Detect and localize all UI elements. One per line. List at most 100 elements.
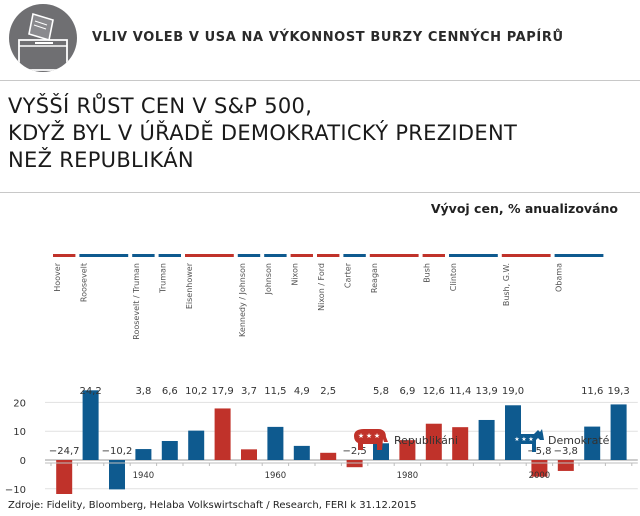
x-tick-label: 2000 [529,471,551,481]
party-band [132,254,155,257]
star-icon: ★ [366,432,372,440]
legend: ★ ★ ★ Republikáni ★ ★ ★ Demokraté [354,429,610,452]
value-label: 11,4 [449,386,471,397]
bar-clinton [478,419,495,460]
x-axis: 1940 1960 1980 2000 [45,462,638,481]
bar-roosevelt-truman [135,449,152,460]
value-label: 19,0 [502,386,524,397]
value-label: 10,2 [185,386,207,397]
bars [56,390,627,494]
president-label: Nixon / Ford [317,263,326,311]
y-tick-label: 20 [13,398,26,409]
star-icon: ★ [514,436,519,443]
president-labels: Hoover Roosevelt Roosevelt / Truman Truman E… [53,262,564,339]
x-tick-label: 1980 [397,471,419,481]
page-title: VYŠŠÍ RŮST CEN V S&P 500, KDYŽ BYL V ÚŘA… [8,93,628,174]
star-icon: ★ [358,432,364,440]
value-label: 24,2 [79,386,101,397]
value-label: −2,5 [342,446,366,457]
bar-johnson [293,445,310,460]
elephant-shape [354,429,388,450]
party-band [290,254,313,257]
y-tick-label: −10 [5,485,26,494]
value-label: 3,8 [135,386,151,397]
title-line-2: KDYŽ BYL V ÚŘADĚ DEMOKRATICKÝ PREZIDENT [8,121,518,145]
legend-label: Republikáni [394,434,458,447]
value-label: 12,6 [423,386,445,397]
value-label: 3,7 [241,386,257,397]
star-icon: ★ [374,432,380,440]
elephant-icon: ★ ★ ★ [354,429,388,450]
bar-clinton [505,405,521,460]
value-label: 17,9 [211,386,233,397]
value-labels: −24,7 24,2 −10,2 3,8 6,6 10,2 17,9 3,7 11,5 4,9 2,… [49,386,630,457]
value-label: 4,9 [294,386,310,397]
party-band [264,254,287,257]
y-tick-label: 10 [13,427,26,438]
bar-bush-g-w- [531,460,548,477]
party-band [501,254,551,257]
value-label: −3,8 [554,446,578,457]
header-title: VLIV VOLEB V USA NA VÝKONNOST BURZY CENN… [92,30,564,45]
bar-bush-g-w- [557,460,574,471]
value-label: −24,7 [49,446,80,457]
bar-eisenhower [241,449,257,460]
party-band [317,254,340,257]
party-band [554,254,604,257]
bar-kennedy-johnson [267,426,284,460]
bar-reagan [399,440,416,460]
party-band [369,254,419,257]
president-label: Truman [159,263,168,294]
party-band [53,254,76,257]
bar-reagan [425,423,442,460]
bar-bush [452,427,469,460]
title-line-3: NEŽ REPUBLIKÁN [8,148,194,172]
president-label: Hoover [53,262,62,291]
bar-roosevelt [82,390,99,460]
party-band [343,254,366,257]
ballot-box-icon [9,4,77,72]
president-label: Carter [343,262,352,288]
bar-obama [584,426,601,460]
value-label: 13,9 [475,386,497,397]
bar-eisenhower [214,408,231,460]
y-tick-label: 0 [20,456,26,467]
chart-subtitle: Vývoj cen, % anualizováno [430,201,618,216]
title-divider [0,192,640,193]
president-label: Clinton [449,263,458,291]
party-band [185,254,234,257]
party-band [237,254,261,257]
value-label: 6,9 [399,386,415,397]
party-band [449,254,498,257]
value-label: 11,5 [264,386,286,397]
value-label: 6,6 [162,386,178,397]
star-icon: ★ [528,436,533,443]
value-label: −5,8 [527,446,551,457]
header: VLIV VOLEB V USA NA VÝKONNOST BURZY CENN… [0,0,640,80]
president-label: Reagan [370,263,379,293]
party-band [79,254,129,257]
bar-roosevelt [109,460,125,490]
value-label: 19,3 [607,386,629,397]
header-divider [0,80,640,81]
party-bands [53,254,604,257]
chart: Hoover Roosevelt Roosevelt / Truman Truman E… [5,254,638,494]
president-label: Obama [555,263,564,292]
x-tick-label: 1940 [133,471,155,481]
value-label: 5,8 [373,386,389,397]
bar-nixon [320,452,337,460]
president-label: Bush, G.W. [502,263,511,306]
legend-label: Demokraté [548,434,610,447]
president-label: Nixon [291,263,300,286]
value-label: −10,2 [102,446,133,457]
value-label: 2,5 [320,386,336,397]
bar-obama [610,404,627,460]
party-band [158,254,181,257]
president-label: Roosevelt / Truman [132,263,141,340]
bar-truman [161,440,178,460]
party-band [422,254,445,257]
donkey-icon: ★ ★ ★ [508,429,544,452]
donkey-shape [508,429,544,452]
value-label: 11,6 [581,386,603,397]
